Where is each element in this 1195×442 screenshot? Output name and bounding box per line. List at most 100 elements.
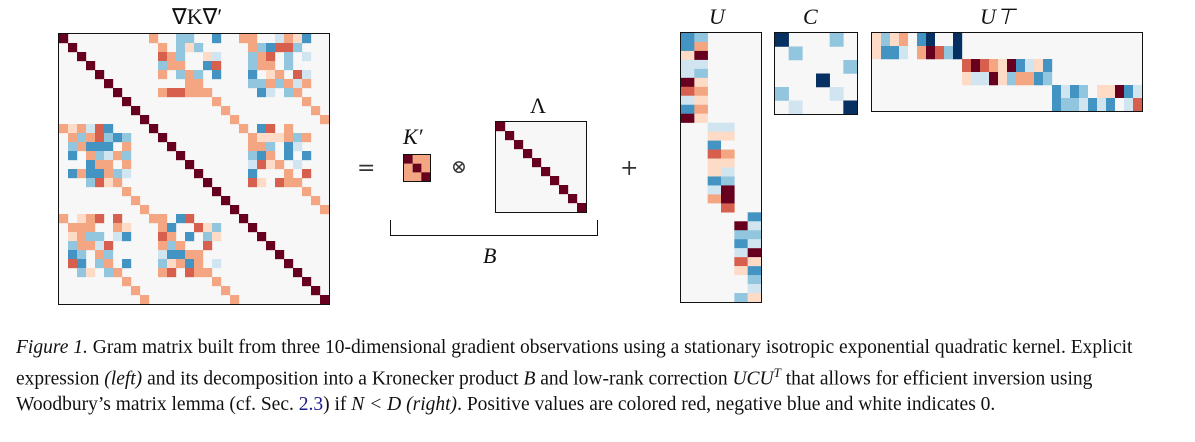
u-cell <box>747 284 761 294</box>
u-transpose-cell <box>989 59 999 73</box>
gram-cell <box>257 43 267 53</box>
u-transpose-cell <box>926 46 936 60</box>
u-transpose-cell <box>1079 98 1089 111</box>
gram-cell <box>95 151 105 161</box>
gram-cell <box>86 214 96 224</box>
gram-cell <box>257 151 267 161</box>
u-cell <box>721 176 735 186</box>
lambda-cell <box>568 194 578 204</box>
gram-cell <box>68 151 78 161</box>
u-cell <box>694 59 708 70</box>
gram-cell <box>158 70 168 80</box>
u-transpose-cell <box>917 46 927 60</box>
gram-cell <box>176 61 186 71</box>
gram-cell <box>185 214 195 224</box>
gram-cell <box>293 88 303 98</box>
gram-cell <box>59 34 69 44</box>
gram-cell <box>203 241 213 251</box>
b-label: B <box>483 243 497 268</box>
gram-cell <box>212 70 222 80</box>
gram-cell <box>185 70 195 80</box>
u-transpose-cell <box>1007 59 1017 73</box>
gram-cell <box>95 232 105 242</box>
u-cell <box>694 86 708 96</box>
u-cell <box>681 86 695 96</box>
u-cell <box>681 95 695 105</box>
u-cell <box>721 122 735 132</box>
gram-cell <box>275 160 285 170</box>
gram-cell <box>194 43 204 53</box>
gram-cell <box>212 277 222 287</box>
gram-cell <box>293 268 303 278</box>
gram-cell <box>257 124 267 134</box>
u-transpose-cell <box>908 46 918 60</box>
gram-cell <box>176 88 186 98</box>
grad-k-grad-label: ∇K∇′ <box>172 4 223 29</box>
caption-text: ) if <box>323 393 352 415</box>
gram-cell <box>302 79 312 89</box>
gram-cell <box>194 223 204 233</box>
gram-cell <box>68 232 78 242</box>
gram-cell <box>77 241 87 251</box>
u-transpose-cell <box>1133 85 1142 99</box>
gram-cell <box>194 70 204 80</box>
gram-cell <box>68 250 78 260</box>
gram-cell <box>248 70 258 80</box>
u-transpose-cell <box>953 33 963 47</box>
u-cell <box>747 221 761 231</box>
u-cell <box>721 185 735 195</box>
gram-cell <box>77 169 87 179</box>
gram-cell <box>203 61 213 71</box>
k-prime-cell <box>404 172 413 181</box>
u-transpose-cell <box>1133 98 1142 111</box>
gram-cell <box>149 34 159 44</box>
gram-cell <box>302 151 312 161</box>
gram-cell <box>194 88 204 98</box>
u-cell <box>681 33 695 43</box>
gram-cell <box>302 34 312 44</box>
gram-cell <box>104 151 114 161</box>
gram-cell <box>239 124 249 134</box>
u-cell <box>747 257 761 267</box>
gram-cell <box>77 232 87 242</box>
gram-cell <box>158 214 168 224</box>
u-transpose-cell <box>998 72 1008 86</box>
gram-cell <box>77 259 87 269</box>
gram-cell <box>77 250 87 260</box>
gram-cell <box>68 223 78 233</box>
gram-cell <box>149 214 159 224</box>
gram-cell <box>95 160 105 170</box>
caption-sec-ref[interactable]: 2.3 <box>298 393 324 415</box>
gram-cell <box>104 133 114 143</box>
u-cell <box>694 113 708 123</box>
gram-cell <box>122 259 132 269</box>
gram-cell <box>158 61 168 71</box>
gram-cell <box>86 268 96 278</box>
gram-cell <box>95 241 105 251</box>
gram-cell <box>122 187 132 197</box>
u-transpose-cell <box>962 72 972 86</box>
gram-cell <box>167 250 177 260</box>
u-transpose-cell <box>1025 59 1035 73</box>
u-cell <box>707 185 722 195</box>
gram-cell <box>194 250 204 260</box>
u-cell <box>681 77 695 87</box>
gram-cell <box>131 106 141 116</box>
lambda-cell <box>505 131 515 141</box>
u-cell <box>747 239 761 249</box>
gram-cell <box>221 106 231 116</box>
gram-cell <box>140 205 150 215</box>
lambda-cell <box>523 149 533 159</box>
u-cell <box>707 149 722 159</box>
gram-cell <box>302 169 312 179</box>
caption-b: B <box>523 368 536 390</box>
gram-cell <box>203 88 213 98</box>
gram-cell <box>176 214 186 224</box>
u-cell <box>681 41 695 52</box>
u-cell <box>681 59 695 70</box>
caption-text: Gram matrix built from three 10-dimensio… <box>16 337 1133 390</box>
gram-cell <box>248 178 258 188</box>
u-cell <box>707 176 722 186</box>
gram-cell <box>212 223 222 233</box>
gram-cell <box>185 79 195 89</box>
